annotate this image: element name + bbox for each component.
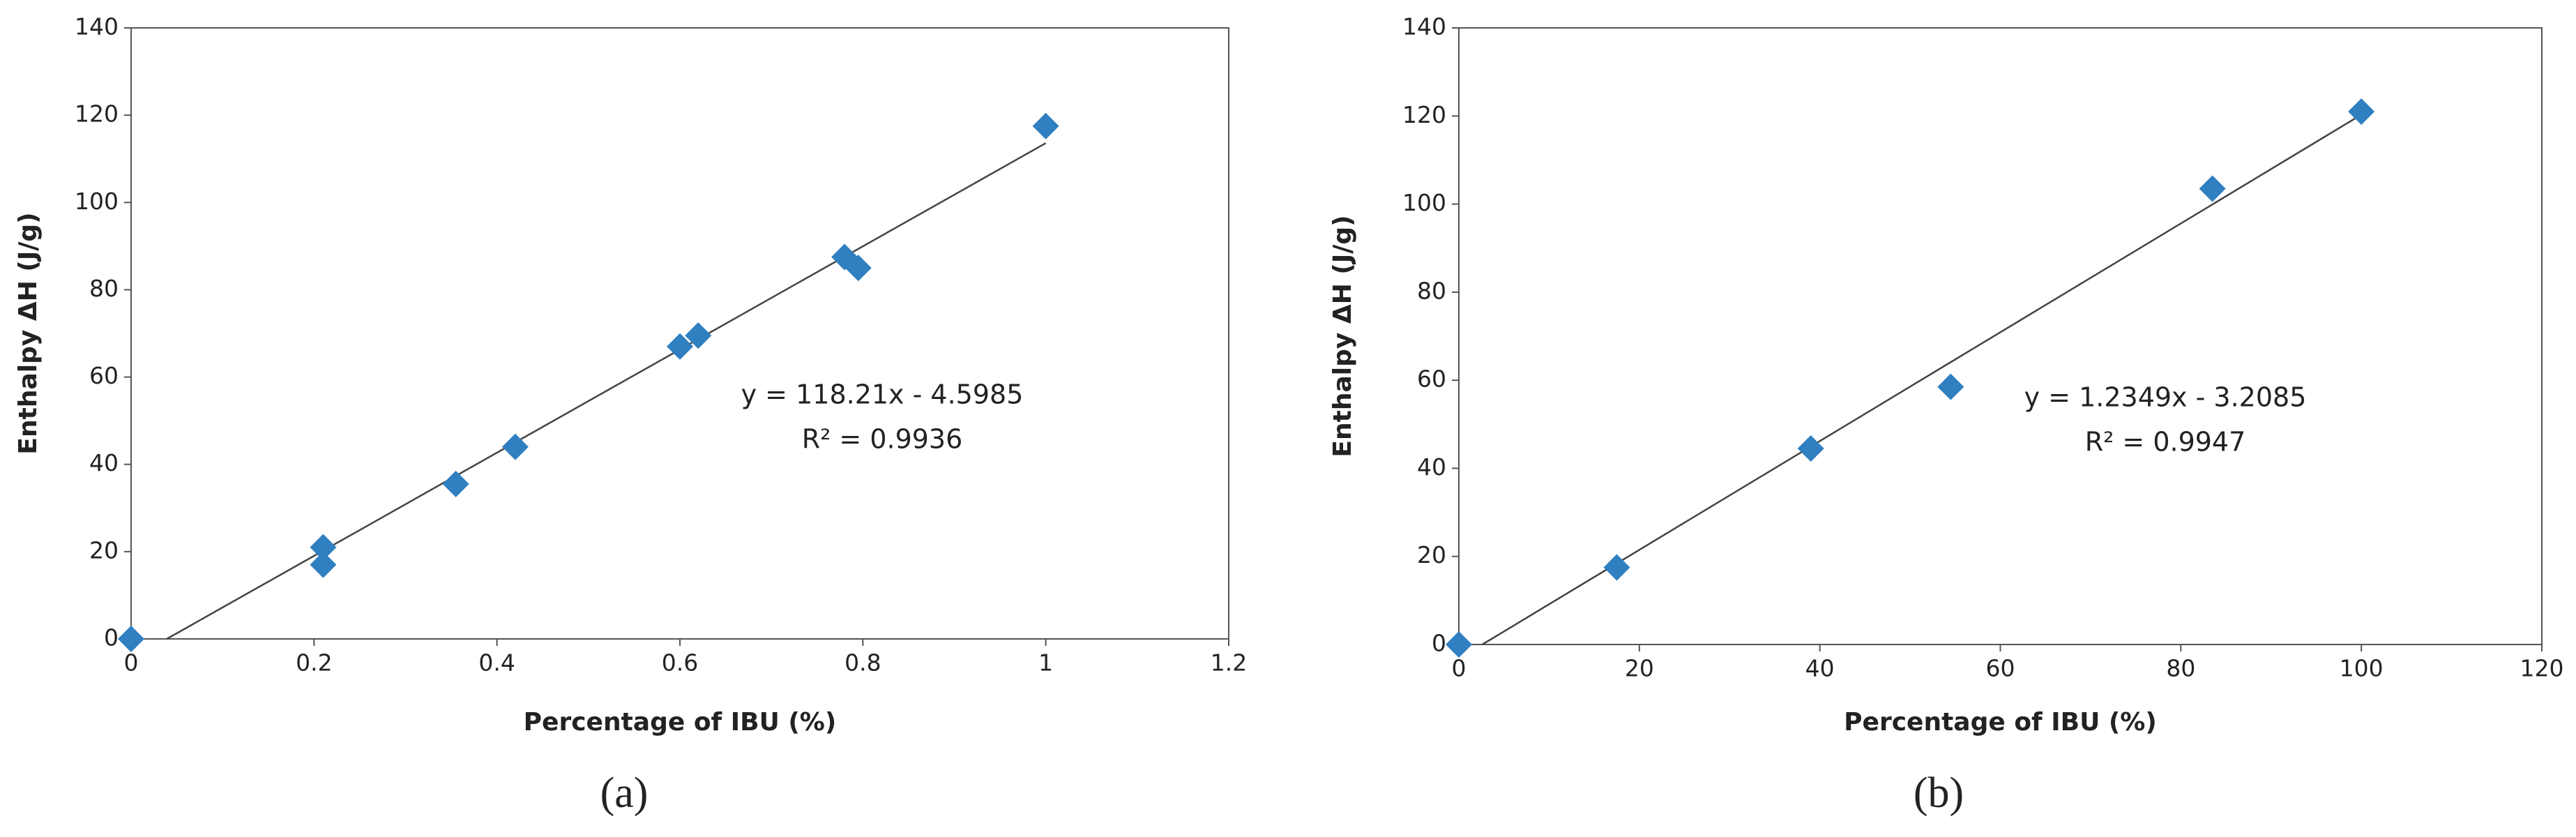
y-tick-label: 0 (104, 624, 119, 651)
x-tick-label: 20 (1625, 655, 1654, 682)
x-axis-title: Percentage of IBU (%) (524, 708, 837, 737)
trend-equation: R² = 0.9936 (802, 424, 963, 455)
x-tick-label: 40 (1805, 655, 1835, 682)
y-tick-label: 60 (1417, 365, 1446, 393)
point (310, 534, 337, 561)
caption: (b) (1914, 769, 1964, 817)
y-tick-label: 140 (1402, 13, 1446, 40)
y-tick-label: 80 (89, 275, 119, 302)
point (1446, 631, 1472, 658)
y-tick-label: 0 (1432, 630, 1446, 657)
trend-equation: y = 118.21x - 4.5985 (741, 379, 1024, 410)
x-tick-label: 1.2 (1211, 649, 1247, 677)
x-axis-title: Percentage of IBU (%) (1844, 708, 2157, 737)
point (1032, 112, 1059, 140)
point (118, 626, 144, 652)
y-tick-label: 120 (1402, 101, 1446, 128)
x-tick-label: 0.8 (844, 649, 881, 677)
point (667, 333, 693, 360)
y-tick-label: 20 (89, 536, 119, 564)
trendline (1482, 114, 2362, 646)
point (442, 470, 469, 497)
point (844, 255, 872, 282)
point (501, 433, 529, 460)
x-tick-label: 100 (2340, 655, 2384, 682)
y-tick-label: 60 (89, 362, 119, 389)
y-tick-label: 20 (1417, 541, 1446, 568)
plot-area (1458, 27, 2543, 645)
x-tick-label: 60 (1986, 655, 2015, 682)
point (2348, 98, 2375, 125)
y-axis-title: Enthalpy ΔH (J/g) (14, 212, 43, 454)
point (1937, 373, 1964, 400)
x-tick-label: 80 (2166, 655, 2195, 682)
x-tick-label: 0 (124, 649, 139, 677)
point (1797, 435, 1824, 462)
x-tick-label: 0.2 (296, 649, 332, 677)
x-tick-label: 0.4 (478, 649, 515, 677)
point (2199, 175, 2226, 202)
point (310, 551, 337, 578)
trend-equation: R² = 0.9947 (2085, 427, 2246, 458)
y-tick-label: 80 (1417, 277, 1446, 304)
y-tick-label: 100 (75, 188, 119, 215)
y-tick-label: 140 (75, 13, 119, 40)
y-tick-label: 40 (1417, 453, 1446, 481)
point (1603, 554, 1630, 581)
y-axis-title: Enthalpy ΔH (J/g) (1328, 215, 1357, 457)
y-tick-label: 120 (75, 100, 119, 128)
trendline (166, 142, 1047, 640)
point (685, 322, 712, 349)
y-tick-label: 40 (89, 449, 119, 476)
x-tick-label: 0 (1452, 655, 1467, 682)
x-tick-label: 0.6 (662, 649, 698, 677)
x-tick-label: 1 (1038, 649, 1053, 677)
trend-equation: y = 1.2349x - 3.2085 (2024, 382, 2307, 413)
y-tick-label: 100 (1402, 189, 1446, 216)
x-tick-label: 120 (2520, 655, 2564, 682)
caption: (a) (600, 769, 649, 817)
